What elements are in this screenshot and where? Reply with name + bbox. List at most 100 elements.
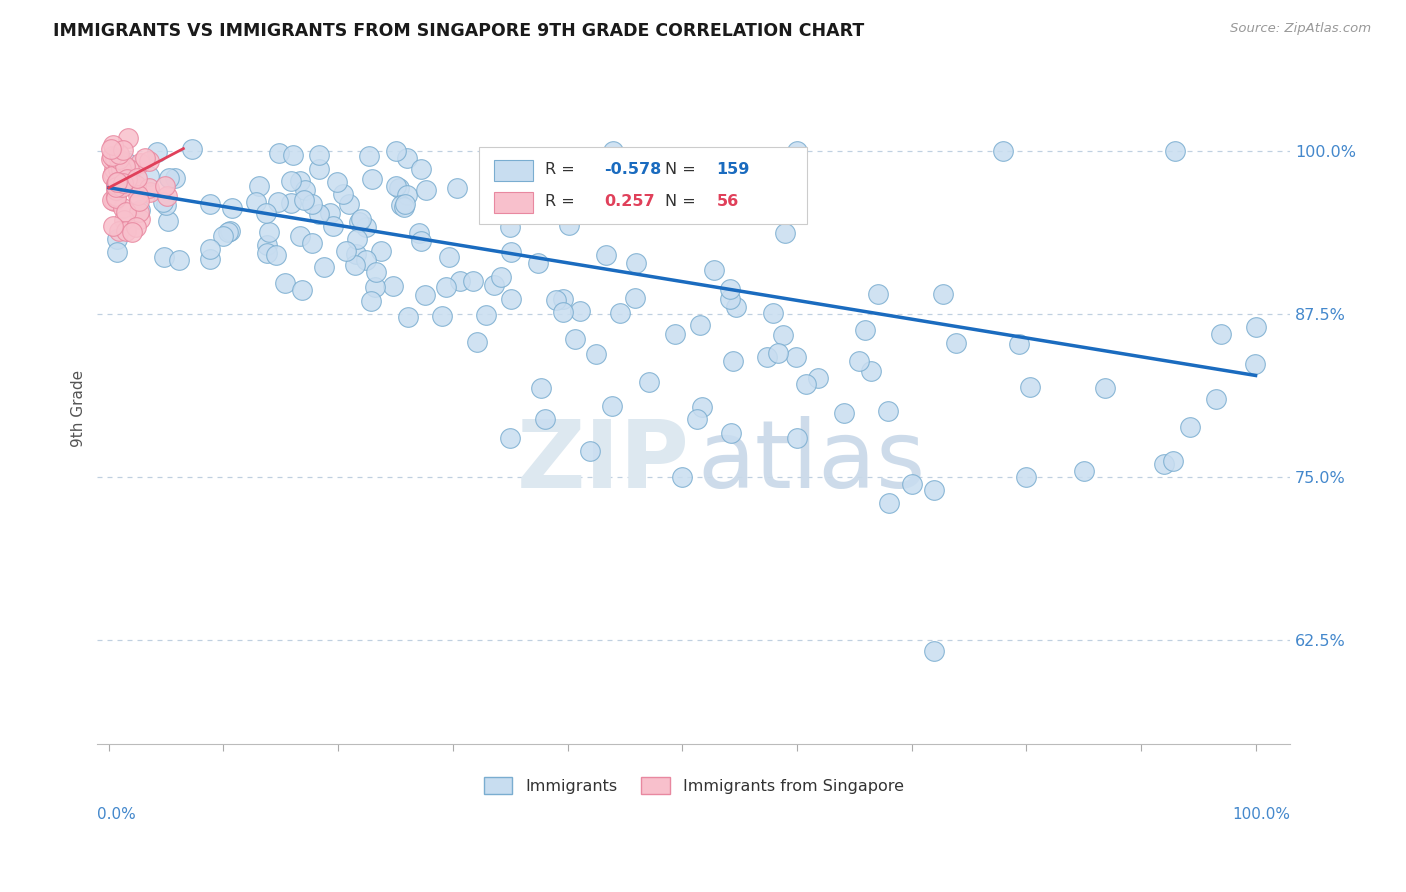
Point (269, 146, 291, 161)
Point (121, 225, 143, 239)
Point (762, 305, 785, 319)
Point (671, 470, 693, 484)
Text: ZIP: ZIP (517, 417, 690, 508)
Point (347, 215, 370, 229)
Point (853, 323, 876, 337)
Point (415, 183, 437, 197)
Point (484, 277, 506, 292)
Point (198, 242, 221, 256)
Legend: Immigrants, Immigrants from Singapore: Immigrants, Immigrants from Singapore (477, 771, 910, 800)
Point (993, 145, 1015, 159)
Point (1180, 420, 1202, 434)
Point (546, 293, 568, 307)
Point (125, 178, 148, 193)
Point (773, 226, 796, 240)
Point (111, 179, 134, 194)
Point (499, 244, 522, 259)
Point (364, 280, 387, 294)
Point (499, 292, 522, 306)
Point (446, 181, 468, 195)
Text: atlas: atlas (697, 417, 925, 508)
Point (1244, 320, 1267, 334)
Point (274, 276, 297, 290)
Point (411, 162, 433, 177)
Point (107, 147, 129, 161)
Point (602, 399, 624, 413)
Point (1244, 357, 1267, 371)
Point (291, 284, 314, 298)
Point (718, 292, 741, 306)
Point (111, 143, 134, 157)
Text: 0.0%: 0.0% (97, 807, 136, 822)
Point (112, 213, 135, 227)
Point (384, 145, 406, 159)
Point (489, 269, 512, 284)
Point (127, 188, 149, 202)
Point (152, 250, 174, 264)
Point (167, 252, 190, 267)
Point (138, 181, 160, 195)
Point (100, 148, 122, 162)
Point (408, 227, 430, 241)
Point (806, 371, 828, 385)
Point (105, 178, 128, 192)
Point (832, 406, 855, 420)
Point (294, 183, 316, 197)
Text: 0.257: 0.257 (605, 194, 655, 209)
Point (624, 256, 647, 270)
Point (146, 145, 169, 159)
Point (344, 258, 367, 272)
Point (1163, 454, 1185, 468)
Point (724, 300, 747, 314)
Point (718, 282, 741, 296)
Point (111, 176, 134, 190)
Point (103, 194, 125, 209)
Point (437, 250, 460, 264)
Point (346, 232, 368, 246)
Point (301, 235, 323, 250)
FancyBboxPatch shape (479, 147, 807, 224)
Point (396, 151, 419, 165)
Point (105, 244, 128, 259)
Point (115, 171, 138, 186)
Point (1211, 326, 1233, 341)
Point (360, 293, 382, 308)
Point (107, 152, 129, 166)
Point (786, 431, 808, 445)
Point (259, 226, 281, 240)
FancyBboxPatch shape (495, 160, 533, 181)
Point (100, 193, 122, 207)
Point (945, 335, 967, 350)
Point (117, 162, 139, 177)
Point (551, 292, 574, 306)
Point (463, 274, 485, 288)
Point (409, 235, 432, 249)
Point (690, 400, 713, 414)
Point (108, 175, 131, 189)
Point (568, 304, 591, 318)
Point (924, 483, 946, 498)
Point (322, 219, 344, 234)
Point (138, 169, 160, 184)
Point (108, 224, 131, 238)
Point (128, 156, 150, 170)
Point (530, 381, 553, 395)
Point (1164, 145, 1187, 159)
Point (129, 211, 152, 226)
Point (139, 185, 162, 199)
Point (1073, 464, 1095, 478)
Point (703, 263, 725, 277)
Point (859, 364, 882, 378)
Text: -0.578: -0.578 (605, 161, 661, 177)
Point (280, 173, 302, 187)
Point (388, 181, 411, 195)
Point (103, 161, 125, 176)
Point (247, 178, 270, 193)
Point (104, 153, 127, 167)
Point (1015, 470, 1038, 484)
Point (638, 375, 661, 389)
Point (449, 274, 471, 288)
Point (474, 308, 496, 322)
Point (1205, 392, 1227, 406)
Point (155, 178, 177, 193)
